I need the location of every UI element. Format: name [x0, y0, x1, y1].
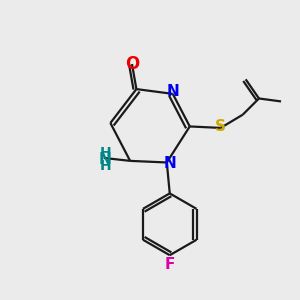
Text: S: S	[215, 119, 226, 134]
Text: H: H	[99, 159, 111, 173]
Text: N: N	[167, 84, 180, 99]
Text: F: F	[165, 257, 175, 272]
Text: H: H	[99, 146, 111, 160]
Text: N: N	[164, 156, 177, 171]
Text: O: O	[125, 55, 139, 73]
Text: N: N	[99, 152, 112, 167]
